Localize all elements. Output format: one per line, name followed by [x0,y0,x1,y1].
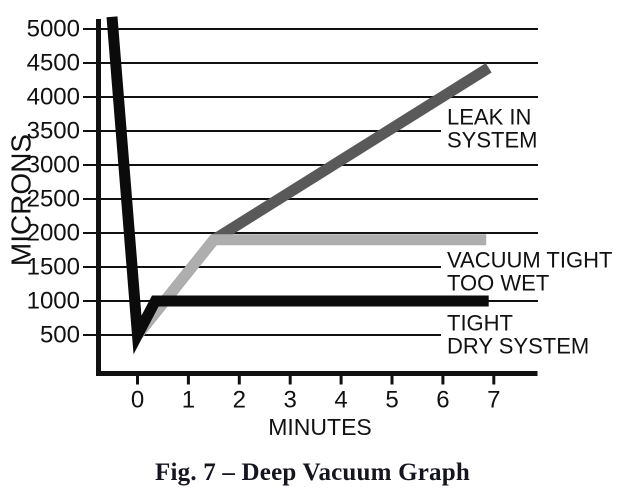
x-tick-label-7: 7 [487,387,500,414]
x-tick-label-1: 1 [182,387,195,414]
y-tick-label-3500: 3500 [27,118,80,145]
y-tick-label-4000: 4000 [27,84,80,111]
y-tick-label-2500: 2500 [27,186,80,213]
annotation-label: TOO WET [447,271,549,296]
y-tick-label-5000: 5000 [27,16,80,43]
annotation-label: VACUUM TIGHT [447,248,612,273]
x-tick-label-0: 0 [131,387,144,414]
figure-caption: Fig. 7 – Deep Vacuum Graph [155,459,470,486]
y-axis-title: MICRONS [6,134,37,266]
series-line-vacuum-tight-too-wet [133,234,487,339]
annotation-label: LEAK IN [447,105,531,130]
x-axis-title: MINUTES [268,414,372,440]
x-tick-label-2: 2 [233,387,246,414]
y-tick-label-500: 500 [40,322,80,349]
series-line-leak-in-system [133,63,492,339]
x-tick-label-4: 4 [334,387,347,414]
annotation-backing [441,245,619,298]
x-tick-label-5: 5 [385,387,398,414]
annotation-label: DRY SYSTEM [447,334,589,359]
y-tick-label-2000: 2000 [27,220,80,247]
annotation-backing [441,308,596,361]
y-tick-label-1500: 1500 [27,254,80,281]
annotation-label: SYSTEM [447,128,537,153]
annotation-backing [441,102,544,155]
x-tick-label-3: 3 [284,387,297,414]
y-tick-label-4500: 4500 [27,50,80,77]
annotation-label: TIGHT [447,311,513,336]
x-tick-label-6: 6 [436,387,449,414]
y-tick-label-3000: 3000 [27,152,80,179]
series-line-tight-dry-system [106,16,489,355]
y-tick-label-1000: 1000 [27,288,80,315]
